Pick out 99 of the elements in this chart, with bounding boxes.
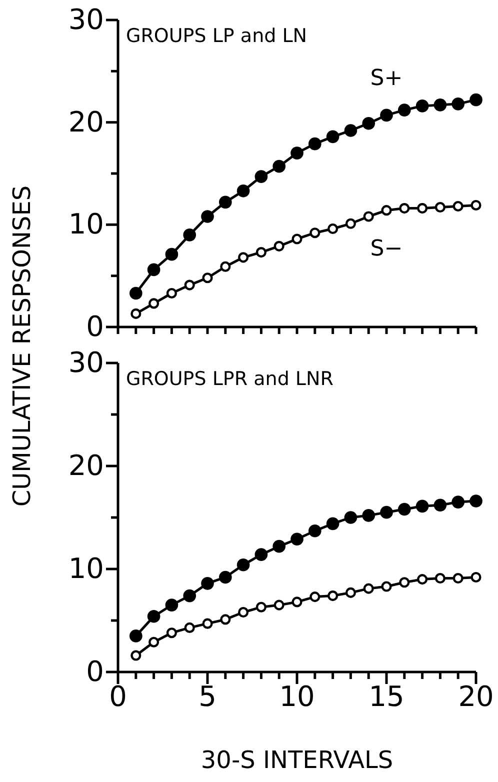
point	[256, 602, 266, 612]
point	[218, 196, 232, 209]
point	[326, 130, 340, 144]
point	[147, 263, 160, 276]
y-tick-label: 20	[68, 105, 104, 138]
point	[292, 596, 302, 608]
point	[254, 548, 268, 561]
point	[363, 211, 374, 222]
point	[148, 298, 160, 309]
point	[328, 223, 338, 234]
point	[310, 228, 320, 238]
point	[344, 124, 358, 137]
point	[130, 308, 142, 319]
series-label: S+	[370, 66, 403, 92]
point	[238, 606, 249, 618]
chart-title: GROUPS LP and LN	[126, 25, 308, 47]
point	[398, 502, 411, 516]
point	[308, 524, 322, 538]
x-tick-label: 10	[279, 680, 315, 714]
point	[256, 247, 266, 258]
point	[165, 598, 178, 612]
point	[238, 252, 249, 263]
point	[308, 137, 322, 150]
point	[470, 572, 482, 583]
point	[165, 248, 178, 261]
y-tick-label: 10	[68, 208, 104, 241]
point	[201, 577, 214, 590]
point	[452, 98, 465, 110]
y-tick-label: 30	[68, 2, 104, 36]
point	[345, 218, 356, 229]
point	[254, 170, 268, 183]
series-label: S−	[370, 236, 403, 262]
point	[290, 532, 304, 546]
point	[220, 261, 231, 272]
point	[434, 202, 446, 213]
point	[470, 494, 482, 508]
point	[236, 558, 250, 572]
point	[274, 240, 284, 252]
y-tick-label: 10	[68, 552, 104, 585]
point	[380, 108, 393, 122]
point	[201, 210, 214, 223]
point	[147, 610, 160, 623]
x-tick-label: 0	[109, 680, 127, 714]
chart-title: GROUPS LPR and LNR	[126, 368, 334, 390]
point	[434, 572, 446, 584]
y-axis-title: CUMULATIVE RESPSONSES	[8, 185, 36, 507]
point	[166, 288, 177, 299]
point	[452, 200, 464, 212]
point	[202, 618, 213, 629]
point	[363, 583, 374, 594]
point	[452, 572, 464, 584]
point	[434, 498, 447, 512]
point	[452, 496, 465, 508]
point	[416, 500, 429, 513]
point	[362, 509, 376, 522]
point	[381, 205, 392, 216]
point	[130, 650, 142, 661]
point	[380, 506, 393, 519]
point	[129, 286, 142, 300]
point	[362, 116, 376, 130]
point	[183, 589, 196, 602]
point	[272, 540, 286, 553]
point	[416, 100, 429, 112]
point	[290, 146, 304, 160]
point	[148, 636, 160, 648]
point	[218, 570, 232, 584]
point	[274, 600, 284, 610]
point	[344, 511, 358, 524]
y-tick-label: 0	[86, 654, 104, 688]
x-tick-label: 5	[198, 680, 216, 714]
point	[470, 200, 482, 210]
point	[381, 581, 392, 592]
point	[236, 184, 250, 198]
point	[184, 280, 195, 290]
point	[129, 630, 142, 642]
point	[399, 577, 410, 588]
point	[292, 234, 302, 244]
x-axis-title: 30-S INTERVALS	[200, 746, 394, 774]
y-tick-label: 30	[68, 346, 104, 379]
point	[398, 104, 411, 116]
point	[417, 574, 428, 585]
point	[345, 587, 356, 598]
point	[328, 590, 338, 602]
point	[202, 272, 213, 284]
x-tick-label: 15	[368, 680, 404, 714]
point	[470, 93, 482, 106]
point	[183, 228, 196, 242]
point	[184, 622, 195, 633]
point	[326, 517, 340, 530]
y-tick-label: 0	[86, 310, 104, 343]
point	[417, 203, 428, 214]
point	[272, 160, 286, 173]
point	[166, 628, 177, 638]
point	[399, 203, 410, 214]
point	[310, 592, 320, 602]
y-tick-label: 20	[68, 448, 104, 482]
x-tick-label: 20	[458, 680, 494, 714]
point	[434, 98, 447, 112]
point	[220, 614, 231, 625]
